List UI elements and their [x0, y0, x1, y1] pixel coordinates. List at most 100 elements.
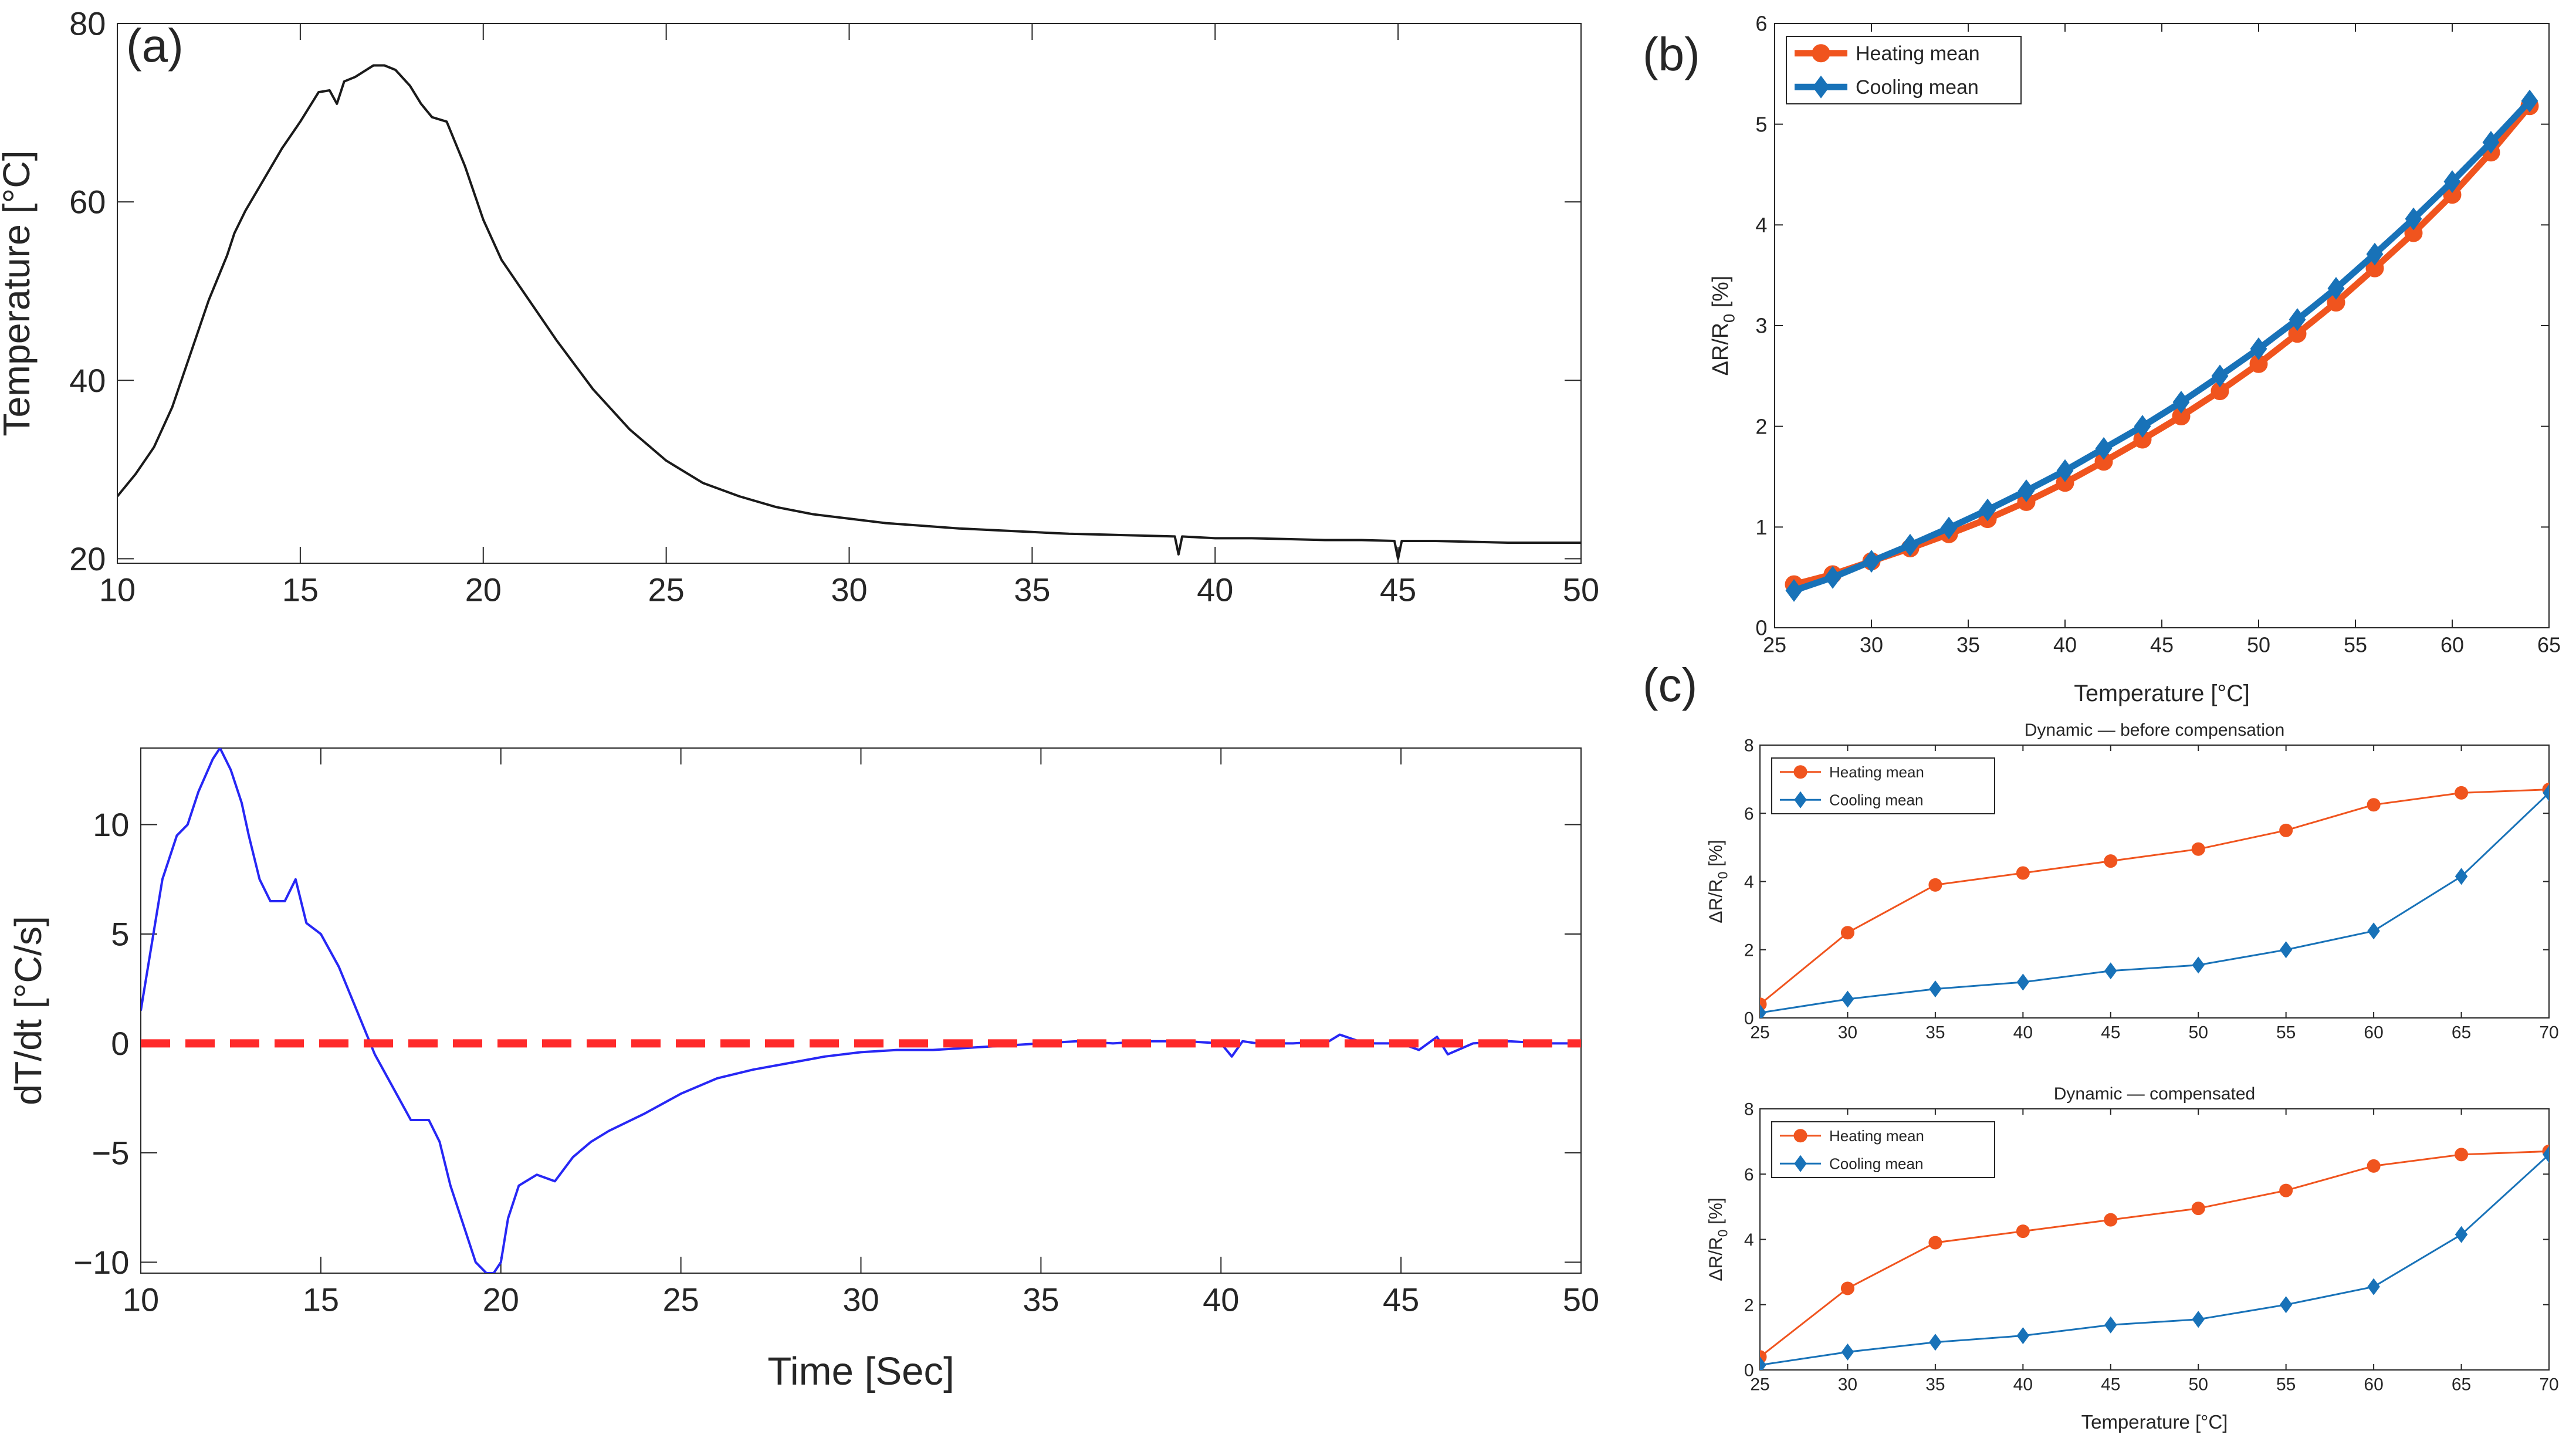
data-point: [2366, 242, 2384, 266]
y-tick-label: 4: [1755, 213, 1767, 237]
legend: Heating mean Cooling mean: [1771, 757, 1995, 814]
legend-marker: [1794, 1155, 1807, 1172]
data-point: [2543, 1146, 2549, 1163]
legend-label: Cooling mean: [1829, 791, 1923, 808]
data-point: [2279, 1296, 2293, 1314]
legend-label: Heating mean: [1856, 43, 1980, 65]
x-tick-label: 35: [1956, 632, 1980, 657]
y-axis-label: dT/dt [°C/s]: [7, 916, 49, 1105]
y-tick-label: 8: [1744, 736, 1754, 756]
y-tick-label: 4: [1744, 1230, 1754, 1250]
data-layer: [141, 748, 1581, 1273]
data-point: [1928, 878, 1942, 892]
plot-area: [117, 23, 1582, 564]
legend-box: [1771, 1121, 1995, 1178]
x-tick-label: 70: [2539, 1375, 2558, 1395]
y-tick-label: 0: [111, 1025, 129, 1062]
data-point: [2192, 956, 2205, 974]
data-point: [2367, 1159, 2381, 1173]
data-point: [2104, 962, 2117, 980]
data-point: [2172, 391, 2190, 414]
data-point: [2104, 854, 2118, 868]
chart-c-bottom: 25 30 35 40 45 50 55 60 65 70 0 2 4 6 8 Dynamic — compe…: [1705, 1084, 2559, 1433]
data-point: [2192, 1311, 2205, 1328]
y-axis-label-main: dT/dt [°C/s]: [7, 916, 49, 1105]
legend-label: Heating mean: [1829, 1127, 1924, 1145]
legend-marker: [1812, 75, 1830, 99]
x-tick-label: 40: [2013, 1375, 2033, 1395]
panel-label: (a): [126, 19, 184, 72]
data-point: [2455, 786, 2469, 800]
y-axis-label: ΔR/R0 [%]: [1708, 276, 1738, 376]
legend: Heating mean Cooling mean: [1771, 1121, 1995, 1178]
chart-c-top: 25 30 35 40 45 50 55 60 65 70 0 2 4 6 8 Dynamic — befor…: [1643, 659, 2559, 1043]
chart-a-bottom: 10 15 20 25 30 35 40 45 50 −10 −5 0 5 10 Time [Sec] dT/…: [7, 747, 1599, 1393]
data-point: [2367, 1278, 2380, 1295]
chart-a-top: 10 15 20 25 30 35 40 45 50 20 40 60 80 Temperature [°…: [0, 5, 1599, 608]
data-point: [2455, 868, 2468, 885]
data-layer: [1760, 1144, 2549, 1370]
x-tick-label: 50: [2189, 1023, 2208, 1043]
y-tick-label: 6: [1744, 1165, 1754, 1185]
data-layer: [117, 64, 1581, 560]
legend-marker: [1793, 1129, 1807, 1143]
x-tick-label: 35: [1925, 1375, 1945, 1395]
y-tick-label: 20: [69, 540, 106, 577]
legend: Heating mean Cooling mean: [1786, 36, 2022, 104]
data-point: [2104, 1213, 2118, 1227]
data-point: [1841, 990, 1854, 1008]
x-tick-label: 45: [2101, 1023, 2120, 1043]
y-axis-label-subscript: 0: [1719, 314, 1738, 323]
y-tick-label: 10: [93, 806, 129, 843]
data-point: [2455, 1148, 2469, 1162]
data-point: [2191, 1202, 2205, 1216]
x-tick-label: 20: [465, 571, 502, 608]
x-tick-label: 25: [662, 1281, 699, 1318]
x-tick-label: 50: [2247, 632, 2270, 657]
data-point: [2289, 308, 2306, 331]
data-point: [2104, 1316, 2117, 1334]
legend-marker: [1812, 44, 1830, 63]
x-tick-label: 70: [2539, 1023, 2558, 1043]
x-tick-label: 55: [2344, 632, 2367, 657]
data-point: [1929, 980, 1942, 998]
chart-title: Dynamic — compensated: [2054, 1084, 2255, 1104]
legend-marker: [1794, 791, 1807, 808]
y-axis-label: ΔR/R0 [%]: [1705, 840, 1730, 923]
x-tick-label: 60: [2440, 632, 2464, 657]
x-tick-label: 65: [2537, 632, 2561, 657]
x-tick-label: 65: [2452, 1023, 2471, 1043]
x-tick-label: 45: [1383, 1281, 1419, 1318]
y-axis-label: ΔR/R0 [%]: [1705, 1197, 1730, 1281]
x-tick-label: 30: [1838, 1023, 1857, 1043]
x-tick-label: 20: [483, 1281, 519, 1318]
x-tick-label: 15: [282, 571, 319, 608]
x-tick-label: 40: [2013, 1023, 2033, 1043]
data-point: [2482, 131, 2500, 154]
x-tick-label: 35: [1023, 1281, 1059, 1318]
series-line-cooling-mean: [1793, 99, 2533, 594]
data-point: [2016, 1327, 2030, 1345]
x-tick-label: 40: [2053, 632, 2077, 657]
y-tick-label: 0: [1744, 1009, 1754, 1028]
data-point: [2211, 364, 2229, 388]
data-point: [2443, 170, 2461, 193]
x-tick-label: 10: [123, 1281, 159, 1318]
x-tick-label: 15: [303, 1281, 339, 1318]
data-point: [1840, 926, 1854, 940]
data-point: [2279, 823, 2293, 837]
legend-label: Cooling mean: [1829, 1155, 1923, 1172]
x-tick-label: 30: [1838, 1375, 1857, 1395]
data-point: [1785, 579, 1803, 602]
y-axis-label-main: ΔR/R: [1705, 879, 1726, 923]
series-line-heating-mean: [1760, 1150, 2549, 1358]
data-point: [2016, 973, 2030, 991]
x-tick-label: 50: [1563, 1281, 1599, 1318]
x-tick-label: 10: [99, 571, 136, 608]
y-axis-label-subscript: 0: [1715, 1230, 1730, 1237]
x-tick-label: 30: [842, 1281, 879, 1318]
x-axis-label: Temperature [°C]: [2074, 681, 2250, 706]
data-point: [1863, 550, 1880, 573]
x-tick-label: 60: [2364, 1375, 2383, 1395]
x-axis-label: Temperature [°C]: [2081, 1411, 2228, 1433]
